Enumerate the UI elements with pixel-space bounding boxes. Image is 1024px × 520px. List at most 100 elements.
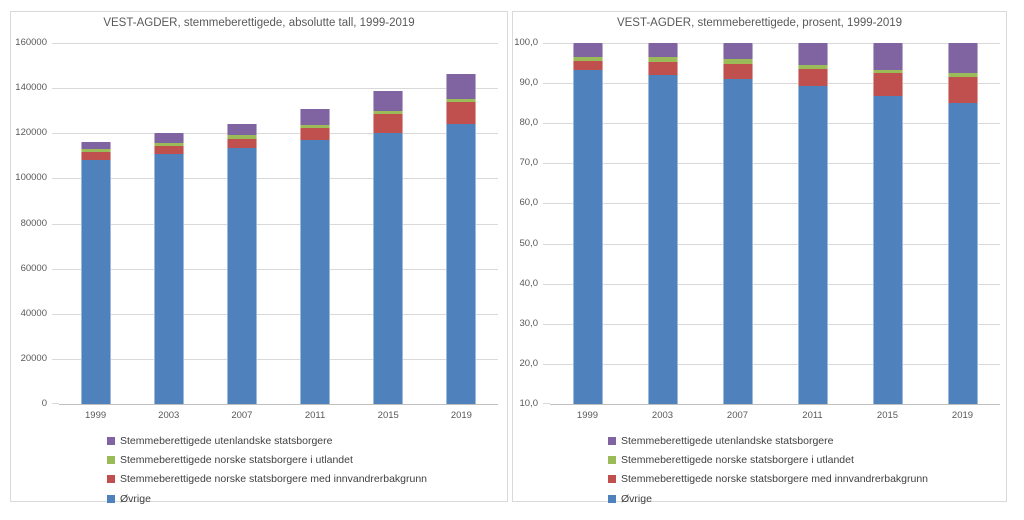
y-axis-tick-label: 60000 [20, 263, 47, 274]
legend-label: Øvrige [621, 492, 652, 505]
y-axis-tick-label: 90,0 [519, 77, 539, 88]
x-axis-category-label: 2015 [876, 410, 899, 421]
bar-segment-1999-s0 [572, 70, 603, 404]
chart-title-percent: VEST-AGDER, stemmeberettigede, prosent, … [616, 17, 903, 29]
y-axis-tick-label: 100,0 [514, 37, 538, 48]
legend-absolute: Stemmeberettigede utenlandske statsborge… [107, 431, 427, 508]
bar-segment-1999-s2 [80, 149, 111, 153]
bar-segment-2011-s1 [300, 127, 331, 141]
legend-item: Øvrige [107, 489, 427, 508]
x-axis-category-label: 2003 [158, 410, 180, 421]
y-axis-tick-label: 10,0 [519, 398, 539, 409]
y-axis-tick-label: 100000 [15, 172, 47, 183]
gridline [52, 178, 498, 179]
y-axis-tick-label: 80,0 [519, 117, 539, 128]
x-axis-category-label: 2011 [304, 410, 326, 421]
bar-segment-2019-s1 [446, 102, 477, 125]
y-axis-tick-label: 50,0 [519, 238, 539, 249]
y-axis-tick-label: 0 [41, 398, 47, 409]
bar-segment-1999-s1 [572, 61, 603, 71]
gridline [543, 123, 1000, 124]
bar-segment-2015-s3 [373, 91, 404, 112]
bar-segment-2003-s1 [153, 145, 184, 154]
axis-tick [543, 403, 550, 404]
bar-segment-2011-s0 [300, 140, 331, 404]
legend-item: Stemmeberettigede norske statsborgere i … [107, 450, 427, 469]
bar-segment-2003-s3 [647, 43, 678, 58]
bar-segment-2015-s2 [373, 111, 404, 115]
bar-segment-2011-s1 [797, 69, 828, 87]
legend-label: Stemmeberettigede utenlandske statsborge… [120, 434, 333, 447]
y-axis-tick-label: 40,0 [519, 278, 539, 289]
gridline [543, 43, 1000, 44]
bar-segment-2019-s3 [947, 43, 978, 74]
legend-swatch [107, 436, 115, 445]
plot-area-absolute [52, 43, 498, 405]
legend-item: Øvrige [608, 489, 928, 508]
bar-segment-2007-s3 [722, 43, 753, 60]
x-axis-category-label: 2003 [651, 410, 674, 421]
x-axis-category-label: 2019 [951, 410, 974, 421]
legend-swatch [608, 455, 616, 464]
gridline [52, 133, 498, 134]
legend-label: Stemmeberettigede utenlandske statsborge… [621, 434, 834, 447]
y-axis-tick-label: 20,0 [519, 358, 539, 369]
chart-panel-absolute: VEST-AGDER, stemmeberettigede, absolutte… [10, 11, 508, 505]
x-axis-category-label: 1999 [576, 410, 599, 421]
x-axis-category-label: 2007 [231, 410, 253, 421]
bar-segment-2003-s0 [647, 74, 678, 404]
bar-segment-2019-s2 [947, 73, 978, 78]
bar-segment-2007-s0 [722, 78, 753, 404]
y-axis-tick-label: 120000 [15, 127, 47, 138]
bar-segment-2015-s2 [872, 70, 903, 74]
bar-segment-2003-s3 [153, 133, 184, 143]
bar-segment-2007-s2 [226, 135, 257, 139]
bar-segment-2015-s1 [373, 114, 404, 133]
legend-swatch [107, 494, 115, 503]
bar-segment-2011-s2 [797, 64, 828, 70]
y-axis-tick-label: 140000 [15, 82, 47, 93]
x-axis-category-label: 1999 [85, 410, 107, 421]
bar-segment-1999-s0 [80, 160, 111, 404]
y-axis-tick-label: 20000 [20, 353, 47, 364]
bar-segment-2019-s1 [947, 77, 978, 103]
bar-segment-1999-s1 [80, 152, 111, 161]
y-axis-tick-label: 80000 [20, 218, 47, 229]
legend-item: Stemmeberettigede norske statsborgere me… [608, 470, 928, 489]
x-axis-category-label: 2007 [726, 410, 749, 421]
legend-label: Stemmeberettigede norske statsborgere i … [621, 453, 854, 466]
gridline [52, 88, 498, 89]
legend-swatch [608, 436, 616, 445]
y-axis-tick-label: 30,0 [519, 318, 539, 329]
gridline [543, 83, 1000, 84]
gridline [543, 364, 1000, 365]
chart-title-absolute: VEST-AGDER, stemmeberettigede, absolutte… [103, 17, 415, 29]
legend-label: Stemmeberettigede norske statsborgere me… [621, 473, 929, 486]
bar-segment-2003-s2 [647, 57, 678, 63]
y-axis-tick-label: 40000 [20, 308, 47, 319]
gridline [543, 203, 1000, 204]
bar-segment-2011-s2 [300, 124, 331, 128]
bar-segment-2015-s3 [872, 43, 903, 71]
legend-swatch [107, 475, 115, 484]
bar-segment-2007-s1 [226, 138, 257, 149]
bar-segment-2019-s0 [446, 124, 477, 404]
bar-segment-1999-s3 [80, 142, 111, 150]
gridline [543, 163, 1000, 164]
bar-segment-2003-s0 [153, 153, 184, 404]
bar-segment-2007-s0 [226, 148, 257, 404]
gridline [543, 244, 1000, 245]
bar-segment-2003-s1 [647, 62, 678, 75]
x-axis-category-label: 2011 [802, 410, 823, 421]
bar-segment-2007-s3 [226, 123, 257, 136]
y-axis-tick-label: 60,0 [519, 197, 539, 208]
bar-segment-2019-s3 [446, 74, 477, 100]
bar-segment-2011-s3 [797, 43, 828, 65]
gridline [52, 43, 498, 44]
legend-item: Stemmeberettigede norske statsborgere i … [608, 450, 928, 469]
gridline [52, 269, 498, 270]
chart-panel-percent: VEST-AGDER, stemmeberettigede, prosent, … [512, 11, 1007, 505]
gridline [52, 224, 498, 225]
plot-area-percent [543, 43, 1000, 405]
